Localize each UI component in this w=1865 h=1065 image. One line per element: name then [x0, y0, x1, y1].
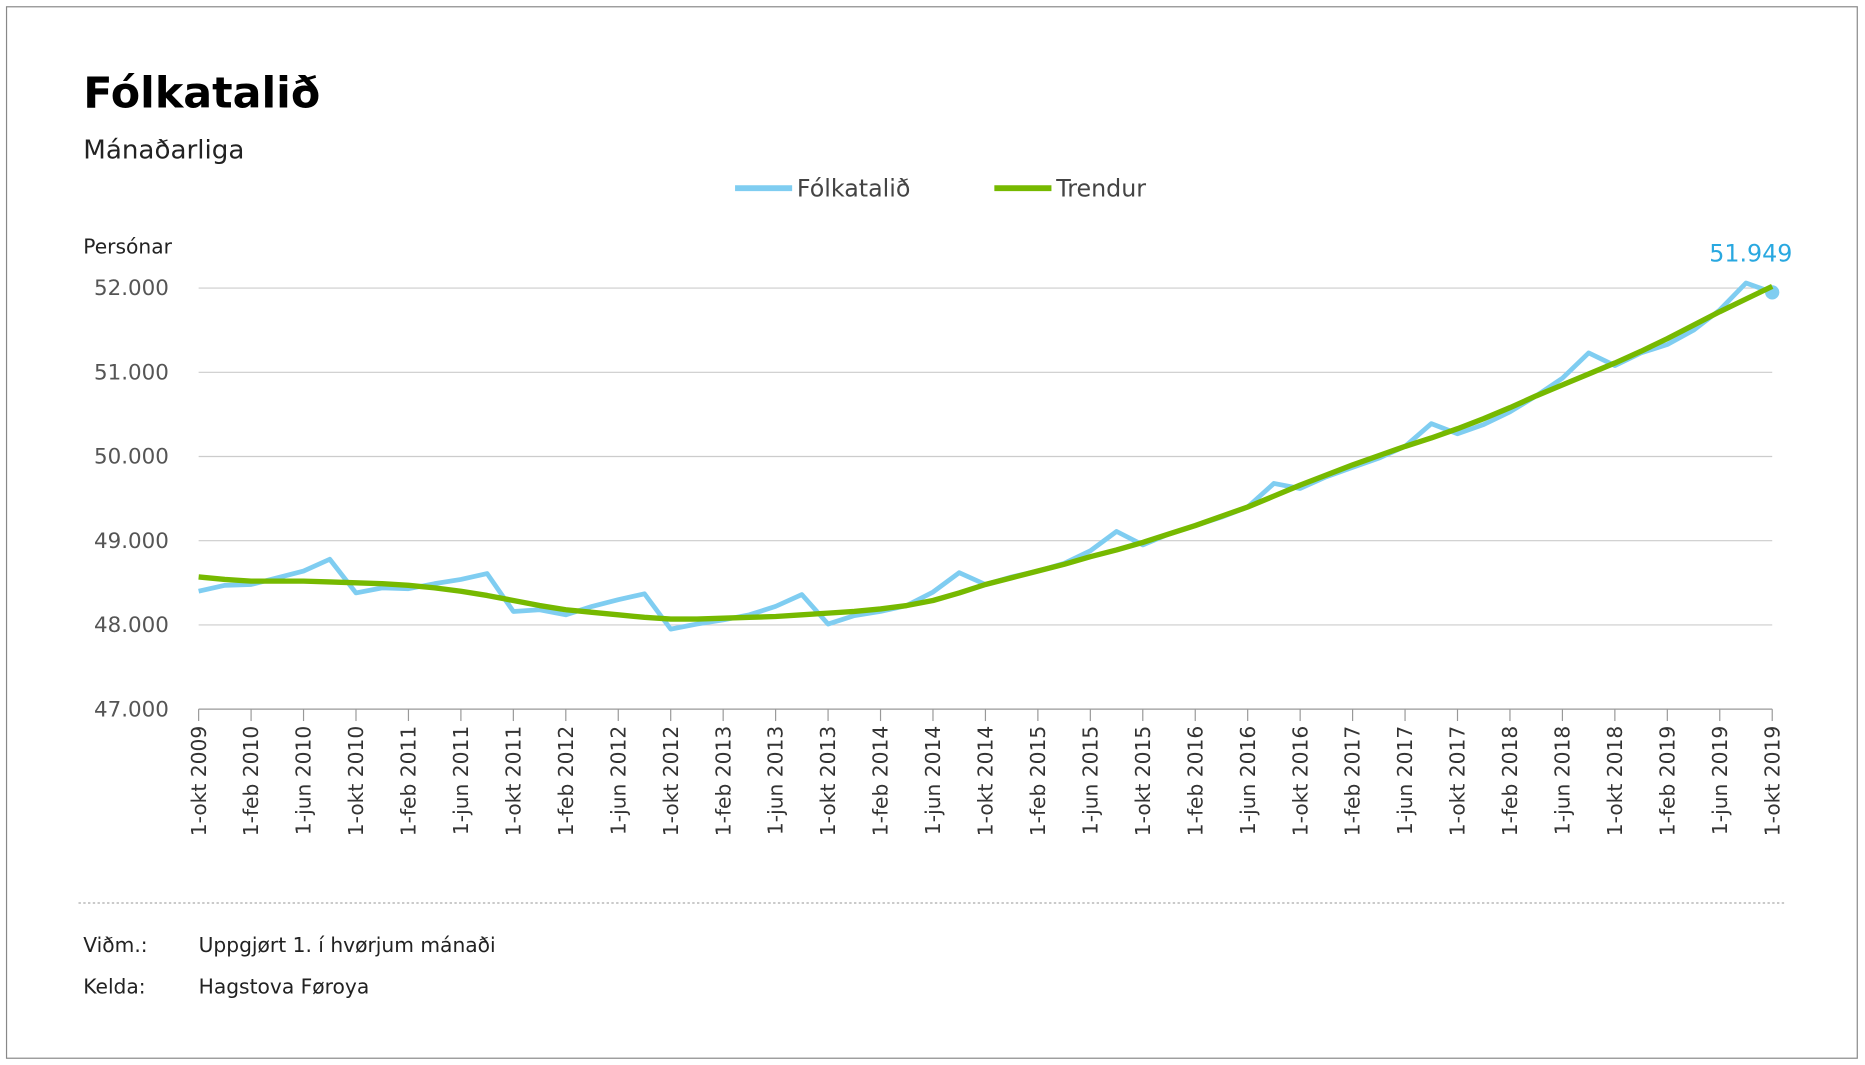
x-tick-label: 1-okt 2018 [1603, 726, 1627, 836]
x-tick-label: 1-okt 2009 [187, 726, 211, 836]
x-tick-label: 1-feb 2011 [397, 726, 421, 836]
x-tick-label: 1-jun 2019 [1708, 726, 1732, 835]
series-line [198, 283, 1774, 622]
data-label: 51.949 [1709, 239, 1792, 267]
legend-label: Fólkatalið [797, 174, 911, 202]
x-tick-label: 1-jun 2017 [1393, 726, 1417, 835]
y-axis-label: Persónar [83, 235, 172, 259]
x-tick-label: 1-feb 2018 [1498, 726, 1522, 836]
chart-subtitle: Mánaðarliga [83, 135, 244, 165]
legend-label: Trendur [1055, 174, 1146, 202]
x-tick-label: 1-jun 2018 [1551, 726, 1575, 835]
x-tick-label: 1-jun 2016 [1236, 726, 1260, 835]
x-tick-label: 1-feb 2019 [1655, 726, 1679, 836]
note-text: Uppgjørt 1. í hvørjum mánaði [199, 933, 496, 957]
x-tick-label: 1-okt 2010 [344, 726, 368, 836]
x-tick-label: 1-feb 2016 [1183, 726, 1207, 836]
x-tick-label: 1-feb 2017 [1341, 726, 1365, 836]
x-tick-label: 1-okt 2012 [659, 726, 683, 836]
x-tick-label: 1-feb 2010 [239, 726, 263, 836]
y-tick-label: 50.000 [94, 445, 169, 470]
x-tick-label: 1-okt 2011 [501, 726, 525, 836]
x-tick-label: 1-okt 2016 [1288, 726, 1312, 836]
frame [5, 6, 1858, 1059]
x-tick-label: 1-okt 2013 [816, 726, 840, 836]
chart-title: Fólkatalið [83, 68, 320, 118]
x-tick-label: 1-jun 2012 [606, 726, 630, 835]
x-tick-label: 1-jun 2013 [764, 726, 788, 835]
x-tick-label: 1-jun 2010 [292, 726, 316, 835]
y-tick-label: 48.000 [94, 613, 169, 638]
note-text: Hagstova Føroya [199, 974, 370, 998]
x-tick-label: 1-okt 2017 [1446, 726, 1470, 836]
x-tick-label: 1-okt 2019 [1760, 726, 1784, 836]
x-tick-label: 1-okt 2014 [974, 726, 998, 836]
x-tick-label: 1-feb 2012 [554, 726, 578, 836]
y-tick-label: 49.000 [94, 529, 169, 554]
y-tick-label: 52.000 [94, 276, 169, 301]
x-tick-label: 1-feb 2014 [869, 726, 893, 836]
note-key: Kelda: [83, 974, 145, 998]
note-key: Viðm.: [83, 933, 147, 957]
y-tick-label: 51.000 [94, 360, 169, 385]
x-tick-label: 1-feb 2015 [1026, 726, 1050, 836]
x-tick-label: 1-jun 2014 [921, 726, 945, 835]
x-tick-label: 1-jun 2011 [449, 726, 473, 835]
x-tick-label: 1-okt 2015 [1131, 726, 1155, 836]
y-tick-label: 47.000 [94, 697, 169, 722]
x-tick-label: 1-jun 2015 [1078, 726, 1102, 835]
x-tick-label: 1-feb 2013 [711, 726, 735, 836]
